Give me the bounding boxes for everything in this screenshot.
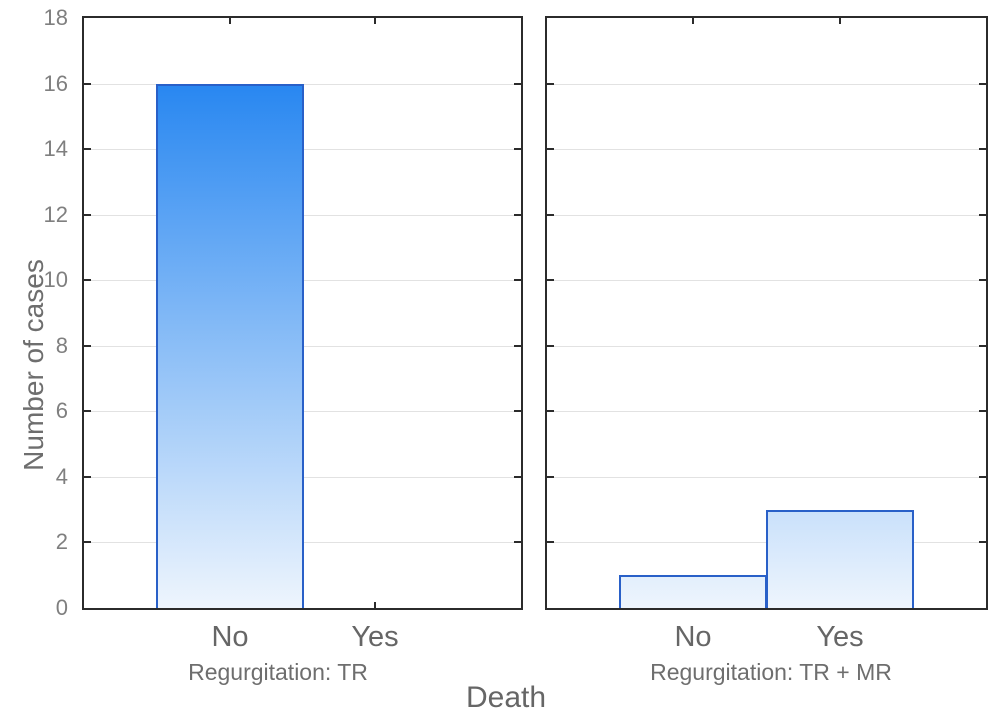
y-tick-mark — [547, 214, 554, 216]
panel-label: Regurgitation: TR + MR — [650, 659, 892, 685]
y-tick-mark — [84, 541, 91, 543]
y-tick-label: 18 — [43, 5, 68, 30]
y-tick-label: 12 — [43, 202, 68, 227]
y-tick-mark — [84, 148, 91, 150]
y-tick-mark — [547, 541, 554, 543]
y-tick-mark — [514, 214, 521, 216]
y-tick-mark — [514, 541, 521, 543]
y-tick-mark — [979, 345, 986, 347]
y-tick-mark — [979, 148, 986, 150]
x-axis-title: Death — [465, 681, 547, 714]
x-tick-mark — [374, 602, 376, 608]
y-tick-label: 16 — [43, 71, 68, 96]
gridline — [547, 84, 986, 85]
x-tick-mark — [839, 18, 841, 24]
y-tick-mark — [547, 410, 554, 412]
bar-no — [619, 575, 767, 608]
y-tick-mark — [84, 83, 91, 85]
y-tick-mark — [84, 345, 91, 347]
bar-yes — [766, 510, 914, 608]
y-tick-mark — [979, 279, 986, 281]
y-tick-mark — [514, 83, 521, 85]
y-tick-mark — [514, 476, 521, 478]
y-tick-mark — [979, 476, 986, 478]
gridline — [547, 280, 986, 281]
gridline — [547, 149, 986, 150]
y-tick-mark — [979, 83, 986, 85]
y-tick-label: 4 — [55, 464, 68, 489]
y-tick-mark — [84, 214, 91, 216]
x-category-label: No — [211, 621, 249, 653]
y-tick-mark — [514, 345, 521, 347]
x-tick-mark — [229, 18, 231, 24]
panel-tr-mr — [545, 16, 988, 610]
y-tick-label: 8 — [55, 333, 68, 358]
bar-no — [156, 84, 304, 608]
y-tick-mark — [547, 148, 554, 150]
x-category-label: No — [674, 621, 712, 653]
gridline — [547, 411, 986, 412]
y-tick-mark — [84, 476, 91, 478]
panel-label: Regurgitation: TR — [188, 659, 368, 685]
gridline — [547, 346, 986, 347]
y-tick-mark — [979, 214, 986, 216]
y-tick-mark — [547, 345, 554, 347]
y-tick-mark — [84, 279, 91, 281]
y-tick-label: 0 — [55, 595, 68, 620]
y-tick-mark — [514, 279, 521, 281]
gridline — [547, 477, 986, 478]
y-tick-label: 2 — [55, 529, 68, 554]
y-tick-mark — [979, 410, 986, 412]
y-tick-mark — [514, 148, 521, 150]
y-tick-mark — [547, 279, 554, 281]
y-tick-mark — [547, 476, 554, 478]
x-category-label: Yes — [816, 621, 864, 653]
y-tick-label: 14 — [43, 136, 68, 161]
gridline — [547, 215, 986, 216]
y-tick-label: 6 — [55, 398, 68, 423]
x-category-label: Yes — [351, 621, 399, 653]
y-tick-mark — [979, 541, 986, 543]
y-tick-mark — [84, 410, 91, 412]
y-tick-label: 10 — [43, 267, 68, 292]
panel-tr — [82, 16, 523, 610]
y-tick-mark — [514, 410, 521, 412]
y-tick-mark — [547, 83, 554, 85]
x-tick-mark — [374, 18, 376, 24]
x-tick-mark — [692, 18, 694, 24]
